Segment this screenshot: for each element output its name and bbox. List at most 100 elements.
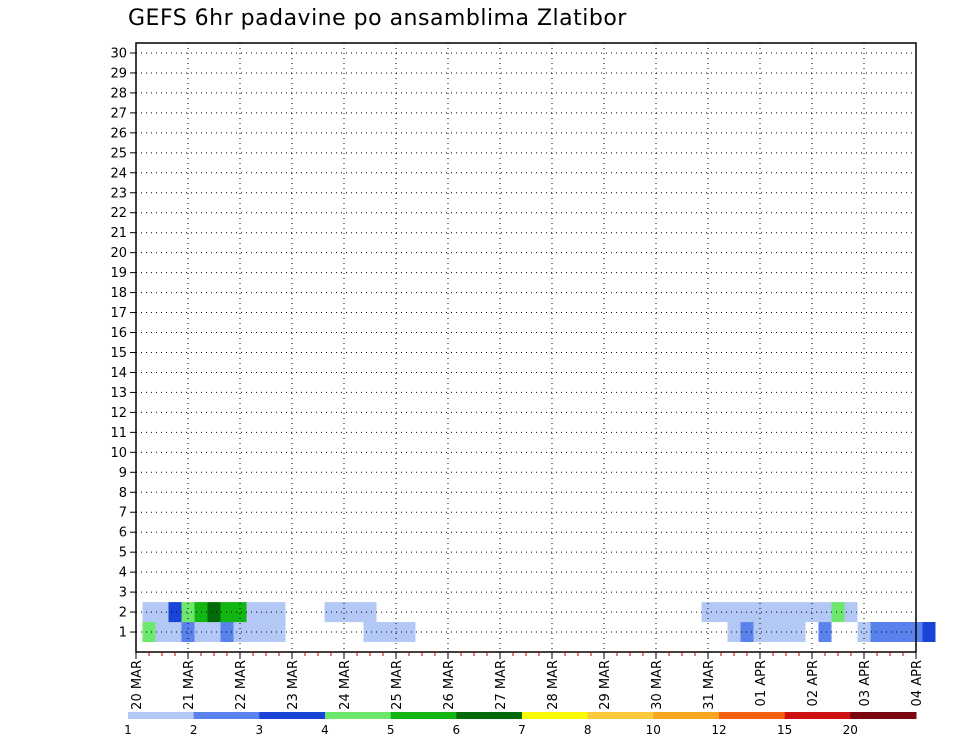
x-tick-label: 01 APR: [754, 660, 769, 706]
colorbar-label: 15: [777, 723, 792, 737]
heatmap-cells: [142, 602, 936, 642]
y-tick-label: 15: [110, 346, 127, 361]
colorbar-swatch: [587, 712, 654, 719]
x-tick-label: 03 APR: [858, 660, 873, 706]
colorbar-label: 20: [843, 723, 858, 737]
heatmap-cell: [766, 622, 780, 642]
heatmap-cell: [363, 622, 377, 642]
y-tick-label: 5: [119, 546, 127, 561]
y-tick-label: 2: [119, 606, 127, 621]
y-tick-label: 12: [110, 406, 127, 421]
y-tick-label: 26: [110, 126, 127, 141]
colorbar-legend: 1 2 3 4 5 6 7 8 10 12 15 20: [124, 712, 917, 737]
heatmap-cell: [792, 602, 806, 623]
y-tick-label: 11: [110, 426, 127, 441]
heatmap-cell: [363, 602, 377, 623]
x-tick-label: 29 MAR: [598, 660, 613, 710]
heatmap-cell: [272, 622, 286, 642]
heatmap-cell: [753, 602, 767, 623]
x-tick-label: 25 MAR: [390, 660, 405, 710]
y-tick-label: 9: [119, 466, 127, 481]
y-tick-label: 13: [110, 386, 127, 401]
colorbar-swatch: [850, 712, 917, 719]
heatmap-cell: [181, 622, 195, 642]
y-tick-label: 3: [119, 586, 127, 601]
x-tick-label: 24 MAR: [338, 660, 353, 710]
y-tick-label: 19: [110, 266, 127, 281]
chart-title: GEFS 6hr padavine po ansamblima Zlatibor: [128, 6, 627, 31]
heatmap-cell: [207, 622, 221, 642]
y-tick-label: 20: [110, 246, 127, 261]
heatmap-cell: [701, 602, 715, 623]
y-tick-label: 25: [110, 146, 127, 161]
y-tick-label: 14: [110, 366, 127, 381]
y-tick-label: 22: [110, 206, 127, 221]
x-tick-label: 04 APR: [910, 660, 925, 706]
x-tick-label: 28 MAR: [546, 660, 561, 710]
x-tick-label: 22 MAR: [234, 660, 249, 710]
heatmap-cell: [181, 602, 195, 623]
x-tick-label: 02 APR: [806, 660, 821, 706]
colorbar-label: 12: [711, 723, 726, 737]
colorbar-label: 6: [452, 723, 460, 737]
heatmap-cell: [168, 622, 182, 642]
colorbar-label: 5: [387, 723, 395, 737]
heatmap-cell: [792, 622, 806, 642]
colorbar-swatch: [784, 712, 851, 719]
colorbar-swatch: [456, 712, 523, 719]
y-tick-label: 24: [110, 166, 127, 181]
heatmap-cell: [142, 602, 156, 623]
plot-frame: [135, 42, 917, 653]
heatmap-cell: [831, 602, 845, 623]
colorbar-swatch: [193, 712, 260, 719]
colorbar-swatch: [390, 712, 457, 719]
heatmap-cell: [818, 602, 832, 623]
y-tick-label: 16: [110, 326, 127, 341]
colorbar-swatch: [259, 712, 326, 719]
x-tick-label: 31 MAR: [702, 660, 717, 710]
heatmap-cell: [337, 602, 351, 623]
heatmap-cell: [727, 602, 741, 623]
y-tick-label: 28: [110, 86, 127, 101]
y-tick-label: 29: [110, 66, 127, 81]
heatmap-cell: [883, 622, 897, 642]
y-tick-label: 30: [110, 46, 127, 61]
colorbar-label: 4: [321, 723, 329, 737]
y-tick-label: 23: [110, 186, 127, 201]
colorbar-swatch: [653, 712, 720, 719]
colorbar-swatch: [128, 712, 195, 719]
heatmap-cell: [896, 622, 910, 642]
heatmap-cell: [246, 622, 260, 642]
y-tick-label: 7: [119, 506, 127, 521]
x-tick-label: 26 MAR: [442, 660, 457, 710]
colorbar-label: 1: [124, 723, 132, 737]
heatmap-cell: [168, 602, 182, 623]
heatmap-cell: [246, 602, 260, 623]
heatmap-cell: [233, 602, 247, 623]
heatmap-cell: [142, 622, 156, 642]
colorbar-label: 2: [190, 723, 198, 737]
colorbar-swatch: [719, 712, 786, 719]
heatmap-cell: [376, 622, 390, 642]
y-tick-label: 21: [110, 226, 127, 241]
colorbar-label: 7: [518, 723, 526, 737]
x-axis-ticks: 20 MAR 21 MAR 22 MAR 23 MAR 24 MAR 25 MAR 26 M…: [130, 652, 925, 710]
colorbar-label: 10: [646, 723, 661, 737]
heatmap-cell: [402, 622, 416, 642]
y-tick-label: 4: [119, 566, 127, 581]
x-tick-label: 21 MAR: [182, 660, 197, 710]
y-tick-label: 10: [110, 446, 127, 461]
colorbar-swatch: [325, 712, 392, 719]
heatmap-cell: [272, 602, 286, 623]
colorbar-label: 8: [584, 723, 592, 737]
heatmap-cell: [753, 622, 767, 642]
x-tick-label: 23 MAR: [286, 660, 301, 710]
heatmap-cell: [818, 622, 832, 642]
y-axis-ticks: 1234567891011121314151617181920212223242…: [110, 46, 136, 641]
y-tick-label: 17: [110, 306, 127, 321]
grid-lines: [136, 43, 916, 652]
heatmap-cell: [922, 622, 936, 642]
heatmap-cell: [766, 602, 780, 623]
heatmap-cell: [727, 622, 741, 642]
